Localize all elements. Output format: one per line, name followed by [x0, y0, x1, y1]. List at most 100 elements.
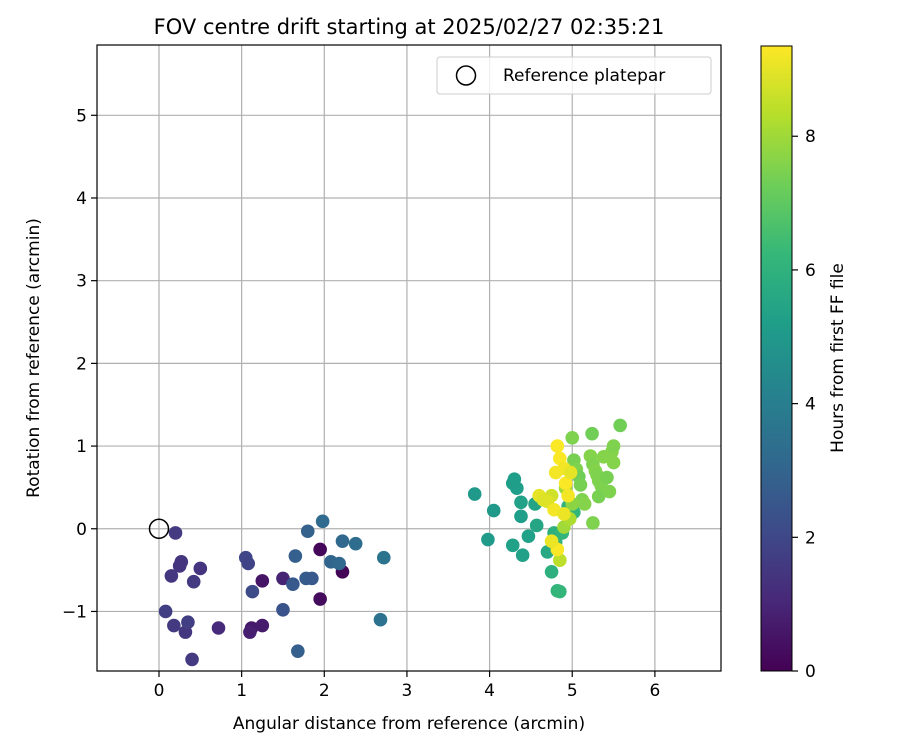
colorbar-tick-label: 0: [805, 662, 816, 682]
y-tick-label: −1: [62, 602, 87, 622]
colorbar-tick-label: 2: [805, 528, 816, 548]
data-point: [286, 577, 300, 591]
data-point: [505, 538, 520, 553]
y-tick-label: 2: [76, 354, 87, 374]
data-point: [561, 488, 575, 503]
data-point: [606, 455, 621, 470]
data-point: [288, 549, 303, 563]
x-tick-label: 1: [236, 681, 247, 701]
data-point: [521, 529, 536, 544]
data-point: [186, 574, 201, 589]
data-point: [245, 584, 260, 599]
data-point: [585, 426, 599, 441]
data-point: [276, 571, 290, 586]
x-axis-label: Angular distance from reference (arcmin): [233, 714, 585, 734]
data-point: [181, 615, 195, 630]
y-tick-label: 3: [76, 272, 87, 292]
data-point: [573, 478, 588, 492]
data-point: [243, 625, 257, 639]
grid: [97, 45, 721, 671]
x-tick-label: 4: [484, 681, 495, 701]
data-point: [591, 489, 606, 504]
colorbar-tick-label: 4: [805, 395, 816, 415]
y-axis-ticks: −1 0 1 2 3 4 5: [62, 106, 97, 622]
data-point: [348, 536, 363, 551]
data-point: [276, 603, 290, 617]
data-point: [613, 418, 627, 433]
data-point: [565, 431, 580, 445]
data-point: [586, 516, 600, 530]
reference-marker: [148, 518, 170, 540]
data-point: [510, 481, 524, 496]
y-tick-label: 0: [76, 520, 87, 540]
data-point: [563, 465, 578, 480]
data-point: [515, 548, 530, 563]
data-point: [602, 484, 617, 499]
data-point: [544, 534, 559, 548]
data-point: [600, 470, 614, 485]
data-point: [577, 497, 592, 511]
colorbar-ticks: 0 2 4 6 8: [792, 127, 816, 682]
colorbar: 0 2 4 6 8 Hours from first FF file: [760, 45, 848, 682]
data-point: [172, 559, 187, 573]
x-tick-label: 3: [402, 681, 413, 701]
legend-label: Reference platepar: [503, 66, 665, 86]
data-point: [558, 476, 573, 491]
data-point: [544, 564, 559, 579]
data-point: [529, 518, 544, 533]
data-point: [550, 439, 565, 453]
data-point: [536, 493, 551, 507]
data-point: [373, 612, 388, 627]
colorbar-tick-label: 8: [805, 127, 816, 147]
data-point: [606, 439, 621, 453]
data-point: [514, 495, 528, 510]
data-point: [553, 584, 567, 599]
x-tick-label: 6: [649, 681, 660, 701]
data-point: [158, 604, 173, 619]
x-axis-ticks: 0 1 2 3 4 5 6: [154, 671, 660, 701]
legend-box: [436, 56, 712, 95]
data-point: [335, 534, 350, 548]
data-point: [486, 503, 501, 518]
y-tick-label: 4: [76, 189, 87, 209]
x-tick-label: 2: [319, 681, 330, 701]
data-point: [313, 542, 327, 557]
colorbar-tick-label: 6: [805, 261, 816, 281]
y-tick-label: 5: [76, 106, 87, 126]
legend-marker: [455, 65, 477, 86]
data-point: [315, 514, 330, 529]
plot-frame: [96, 44, 722, 672]
data-point: [305, 571, 319, 586]
data-point: [481, 532, 495, 547]
colorbar-gradient: [760, 45, 793, 672]
data-point: [255, 618, 270, 633]
data-point: [168, 526, 183, 540]
data-point: [255, 574, 270, 588]
reference-marker-group: [148, 518, 170, 540]
y-tick-label: 1: [76, 437, 87, 457]
data-point: [300, 524, 315, 539]
data-point: [193, 561, 208, 576]
x-tick-label: 0: [154, 681, 165, 701]
x-tick-label: 5: [567, 681, 578, 701]
data-point: [332, 556, 346, 571]
data-point: [241, 556, 256, 571]
colorbar-label: Hours from first FF file: [828, 263, 848, 453]
data-point: [467, 487, 482, 501]
data-points: [158, 418, 627, 667]
y-axis-label: Rotation from reference (arcmin): [24, 218, 44, 498]
data-point: [167, 618, 181, 633]
data-point: [211, 621, 226, 635]
data-point: [514, 509, 528, 524]
data-point: [376, 550, 391, 565]
data-point: [164, 569, 179, 583]
data-point: [313, 592, 327, 606]
chart-title: FOV centre drift starting at 2025/02/27 …: [154, 15, 665, 39]
data-point: [185, 652, 199, 667]
legend: Reference platepar: [436, 56, 712, 95]
plot-area: 0 1 2 3 4 5 6 −1 0 1 2 3 4 5: [62, 44, 722, 701]
data-point: [557, 507, 571, 521]
data-point: [291, 644, 305, 658]
data-point: [553, 553, 567, 567]
